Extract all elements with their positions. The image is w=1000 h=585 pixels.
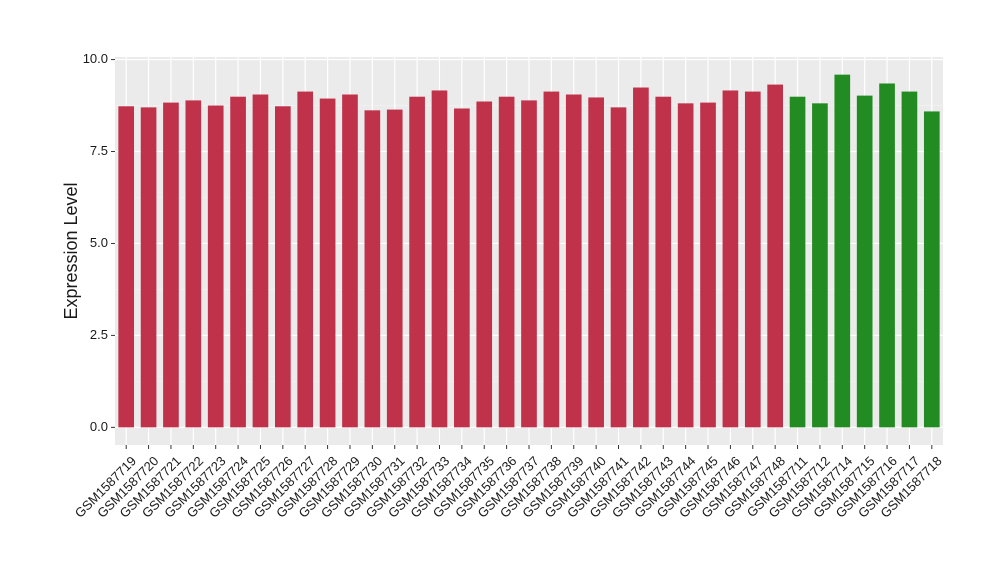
y-tick-label: 5.0	[90, 235, 108, 250]
bar	[677, 103, 694, 428]
bar	[118, 106, 135, 428]
bar	[633, 87, 649, 428]
bar	[409, 96, 425, 428]
bar	[923, 111, 940, 428]
bar	[454, 108, 470, 428]
bar	[789, 96, 806, 428]
bar	[588, 97, 604, 428]
bar	[431, 90, 448, 428]
bar	[610, 107, 627, 428]
bar	[543, 91, 560, 428]
y-tick-label: 0.0	[90, 419, 108, 434]
y-tick-label: 7.5	[90, 143, 108, 158]
bar	[834, 74, 851, 428]
y-tick-label: 10.0	[83, 51, 108, 66]
bar	[386, 109, 403, 428]
bar	[856, 95, 873, 428]
bar	[185, 100, 202, 428]
bar	[901, 91, 918, 428]
bar	[275, 106, 291, 428]
bar	[342, 94, 358, 428]
y-tick-label: 2.5	[90, 327, 108, 342]
bar	[700, 102, 716, 428]
bar	[812, 103, 828, 428]
bar	[655, 96, 672, 428]
bar	[230, 96, 246, 428]
bar	[565, 94, 582, 428]
bar	[252, 94, 269, 428]
bar	[744, 91, 761, 428]
bar	[319, 98, 336, 428]
bar	[364, 110, 381, 428]
bar	[521, 100, 537, 428]
bar	[767, 84, 783, 428]
bar	[476, 101, 493, 428]
bar	[140, 107, 157, 428]
bar	[879, 83, 895, 428]
bar	[297, 91, 314, 428]
bar	[498, 96, 515, 428]
bar	[207, 105, 224, 428]
bar	[722, 90, 739, 428]
y-axis-title: Expression Level	[61, 182, 81, 319]
bar	[163, 102, 179, 428]
